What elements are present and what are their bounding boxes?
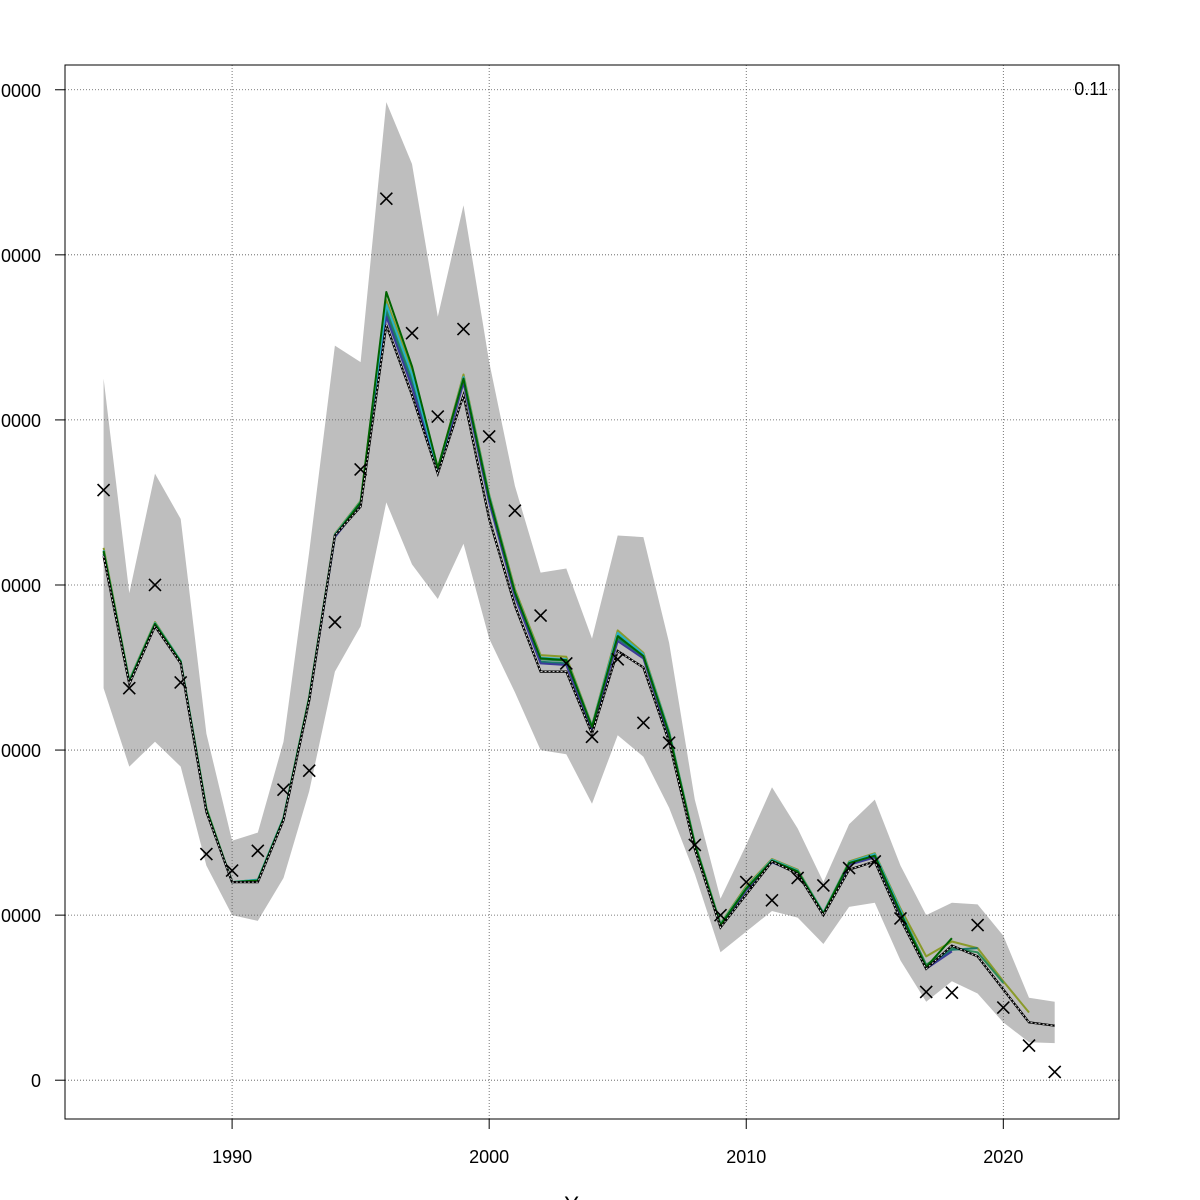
observed-point [971, 918, 985, 932]
x-tick-label: 2020 [983, 1147, 1023, 1167]
observed-point [379, 192, 393, 206]
base-fit-dash [103, 324, 1055, 1027]
observed-point [945, 986, 959, 1000]
y-tick-label: 0000 [1, 741, 41, 761]
observed-point [405, 326, 419, 340]
observed-point [508, 504, 522, 518]
observed-point [559, 656, 573, 670]
observed-point [585, 730, 599, 744]
observed-point [225, 863, 239, 878]
observed-point [354, 462, 368, 476]
x-axis: 1990 2000 2010 2020 [212, 1119, 1023, 1167]
observed-point [739, 875, 753, 889]
y-tick-label: 0000 [1, 246, 41, 266]
observed-point [199, 847, 213, 861]
observed-point [816, 878, 830, 892]
base-fit-line [102, 324, 1055, 1027]
observed-points [96, 192, 1062, 1079]
y-tick-label: 0000 [1, 576, 41, 596]
x-tick-label: 1990 [212, 1147, 252, 1167]
x-axis-title: Years [564, 1192, 619, 1200]
observed-point [251, 844, 265, 858]
observed-point [765, 893, 779, 907]
observed-point [276, 783, 291, 797]
observed-point [482, 429, 496, 443]
band-area [103, 102, 1055, 1044]
observed-point [534, 608, 548, 623]
x-tick-label: 2010 [726, 1147, 766, 1167]
corner-label: 0.11 [1074, 79, 1108, 99]
observed-point [148, 578, 162, 592]
observed-point [893, 911, 908, 926]
observed-point [328, 615, 342, 629]
observed-point [636, 716, 650, 730]
y-tick-label: 0000 [1, 411, 41, 431]
observed-point [431, 410, 445, 424]
observed-point [456, 322, 471, 336]
observed-point [1022, 1038, 1036, 1053]
observed-point [302, 764, 316, 778]
observed-point [174, 675, 188, 689]
observed-point [122, 681, 136, 695]
y-tick-label: 0000 [1, 81, 41, 101]
observed-point [919, 985, 933, 999]
observed-point [791, 871, 805, 885]
observed-point [713, 908, 728, 922]
observed-point [868, 854, 882, 869]
y-tick-label: 0000 [1, 906, 41, 926]
confidence-band [103, 102, 1055, 1044]
observed-point [662, 736, 676, 750]
plot-frame [64, 64, 1120, 1120]
observed-point [611, 652, 625, 666]
y-tick-label: 0 [31, 1071, 41, 1091]
observed-point [1048, 1065, 1062, 1079]
observed-point [842, 861, 856, 875]
x-tick-label: 2000 [469, 1147, 509, 1167]
observed-point [688, 838, 702, 852]
observed-point [996, 1001, 1010, 1015]
observed-point [96, 483, 111, 497]
